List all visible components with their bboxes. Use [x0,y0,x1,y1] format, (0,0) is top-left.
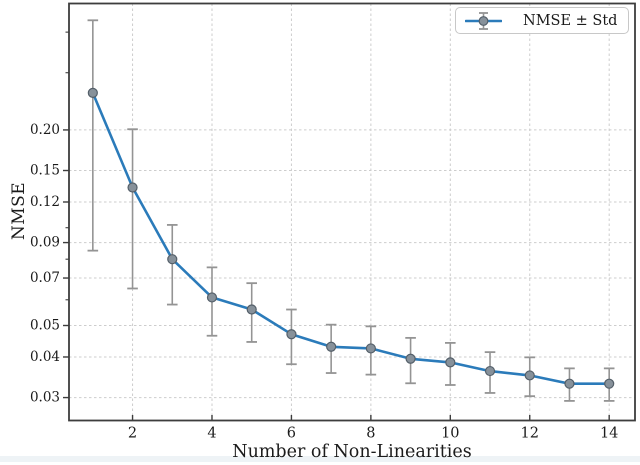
y-tick-label: 0.07 [30,270,60,286]
y-axis-title: NMSE [9,181,29,241]
y-tick-label: 0.12 [30,194,60,210]
y-tick-label: 0.05 [30,318,60,334]
data-point [604,378,615,389]
data-point [365,343,376,354]
data-point [564,378,575,389]
y-tick-label: 0.04 [30,349,60,365]
nmse-line [91,91,611,386]
x-tick-label: 12 [521,426,539,442]
data-point [127,182,138,193]
x-tick-label: 2 [128,426,137,442]
y-tick-label: 0.15 [30,163,60,179]
y-tick-label: 0.03 [30,390,60,406]
data-point [484,365,496,377]
data-point [445,357,456,368]
y-tick-label: 0.09 [30,235,60,251]
data-point [167,254,178,265]
x-tick-label: 6 [287,426,296,442]
data-point [405,353,416,364]
data-point [326,341,337,352]
data-point [246,304,257,315]
plot-border [68,2,636,422]
bottom-edge-strip [0,456,640,462]
y-tick-label: 0.20 [30,122,60,138]
data-point [286,329,297,340]
legend-label: NMSE ± Std [523,12,618,29]
data-point [524,370,535,381]
x-tick-label: 10 [441,426,459,442]
x-tick-label: 8 [366,426,375,442]
x-axis-title: Number of Non-Linearities [232,442,472,462]
errorbar-marker-icon [465,11,502,30]
data-point [206,292,218,303]
legend: NMSE ± Std [455,7,629,34]
x-tick-label: 14 [600,426,618,442]
x-tick-label: 4 [207,426,216,442]
data-point [87,87,98,99]
